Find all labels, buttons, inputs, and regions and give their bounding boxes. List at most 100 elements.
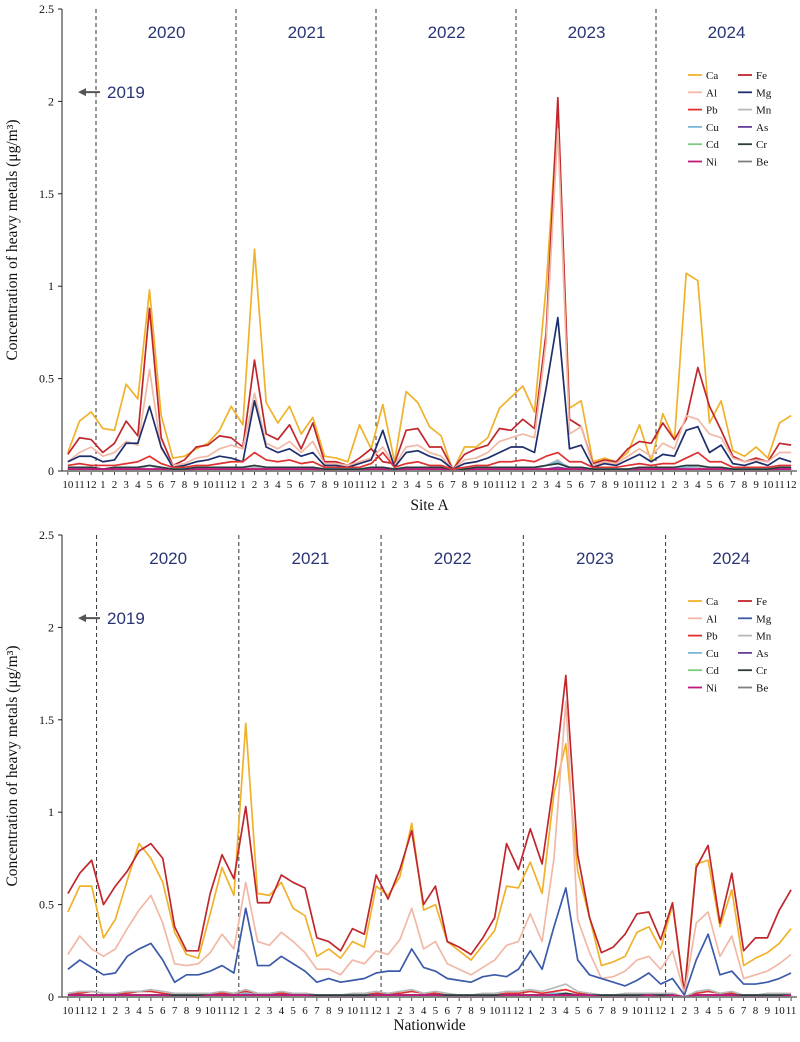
x-tick-label: 8	[742, 479, 748, 491]
x-tick-label: 4	[563, 1005, 569, 1017]
x-tick-label: 5	[717, 1005, 723, 1017]
x-tick-label: 10	[202, 479, 214, 491]
x-tick-label: 4	[415, 479, 421, 491]
legend-label-fe: Fe	[756, 70, 767, 82]
arrow-2019-head	[78, 614, 86, 623]
x-tick-label: 2	[113, 1005, 119, 1017]
x-tick-label: 6	[445, 1005, 451, 1017]
year-label: 2022	[428, 23, 466, 42]
x-tick-label: 3	[267, 1005, 273, 1017]
x-tick-label: 7	[599, 1005, 605, 1017]
y-axis-label: Concentration of heavy metals (μg/m³)	[4, 645, 21, 886]
x-tick-label: 6	[158, 479, 164, 491]
x-tick-label: 6	[718, 479, 724, 491]
x-tick-label: 9	[765, 1005, 771, 1017]
legend-label-cu: Cu	[706, 122, 719, 134]
x-tick-label: 8	[322, 479, 328, 491]
year-label: 2023	[576, 549, 614, 568]
legend-label-pb: Pb	[706, 631, 718, 643]
x-tick-label: 10	[342, 479, 354, 491]
x-tick-label: 7	[314, 1005, 320, 1017]
legend-label-cd: Cd	[706, 139, 719, 151]
year-label: 2023	[568, 23, 606, 42]
x-tick-label: 10	[482, 479, 494, 491]
y-tick-label: 2	[48, 620, 54, 634]
x-tick-label: 7	[450, 479, 456, 491]
x-tick-label: 10	[762, 479, 774, 491]
x-tick-label: 12	[646, 479, 657, 491]
x-tick-label: 10	[489, 1005, 501, 1017]
x-tick-label: 4	[135, 479, 141, 491]
x-tick-label: 8	[326, 1005, 332, 1017]
x-tick-label: 7	[172, 1005, 178, 1017]
x-tick-label: 10	[622, 479, 634, 491]
legend-label-cd: Cd	[706, 665, 719, 677]
x-tick-label: 1	[243, 1005, 249, 1017]
x-tick-label: 11	[774, 479, 785, 491]
x-tick-label: 12	[513, 1005, 524, 1017]
legend-label-ca: Ca	[706, 596, 718, 608]
x-tick-label: 3	[693, 1005, 699, 1017]
x-tick-label: 2	[255, 1005, 261, 1017]
y-tick-label: 0.5	[39, 898, 54, 912]
x-tick-label: 10	[62, 1005, 74, 1017]
x-tick-label: 12	[366, 479, 377, 491]
x-tick-label: 4	[136, 1005, 142, 1017]
legend-label-as: As	[756, 648, 768, 660]
series-line-cr	[67, 462, 792, 472]
legend-label-mg: Mg	[756, 613, 772, 625]
legend-label-mg: Mg	[756, 87, 772, 99]
legend-label-mn: Mn	[756, 631, 772, 643]
x-axis-label: Site A	[410, 497, 449, 514]
x-tick-label: 9	[613, 479, 619, 491]
x-tick-label: 9	[480, 1005, 486, 1017]
x-tick-label: 2	[532, 479, 538, 491]
x-tick-label: 10	[205, 1005, 217, 1017]
x-tick-label: 4	[555, 479, 561, 491]
legend-label-mn: Mn	[756, 105, 772, 117]
x-tick-label: 11	[359, 1005, 370, 1017]
x-tick-label: 1	[380, 479, 386, 491]
x-tick-label: 8	[184, 1005, 190, 1017]
x-tick-label: 11	[74, 1005, 85, 1017]
chart-panel-1: 00.511.522.510 11 12 1 2 3 4 5 6 7 8 9 10 11 12 1 2 3 4 5 6 7…	[4, 2, 797, 514]
y-axis-label: Concentration of heavy metals (μg/m³)	[4, 119, 21, 360]
year-label: 2022	[434, 549, 472, 568]
x-tick-label: 10	[631, 1005, 643, 1017]
x-tick-label: 9	[473, 479, 479, 491]
x-tick-label: 5	[707, 479, 713, 491]
x-tick-label: 1	[385, 1005, 391, 1017]
x-tick-label: 7	[730, 479, 736, 491]
x-tick-label: 5	[575, 1005, 581, 1017]
series-line-al	[67, 700, 792, 995]
x-tick-label: 4	[275, 479, 281, 491]
legend-label-as: As	[756, 122, 768, 134]
y-tick-label: 2.5	[39, 2, 54, 16]
x-tick-label: 3	[123, 479, 129, 491]
x-tick-label: 1	[100, 479, 106, 491]
y-tick-label: 1	[48, 279, 54, 293]
x-tick-label: 8	[182, 479, 188, 491]
legend-label-be: Be	[756, 683, 768, 695]
x-tick-label: 9	[193, 479, 199, 491]
x-tick-label: 6	[302, 1005, 308, 1017]
x-tick-label: 4	[279, 1005, 285, 1017]
x-tick-label: 1	[520, 479, 526, 491]
x-tick-label: 3	[124, 1005, 130, 1017]
year-label: 2021	[288, 23, 326, 42]
x-tick-label: 11	[501, 1005, 512, 1017]
legend-label-cu: Cu	[706, 648, 719, 660]
series-line-pb	[67, 451, 792, 470]
x-tick-label: 2	[392, 479, 398, 491]
y-tick-label: 0	[48, 464, 54, 478]
x-tick-label: 6	[160, 1005, 166, 1017]
x-tick-label: 3	[543, 479, 549, 491]
x-tick-label: 6	[587, 1005, 593, 1017]
x-tick-label: 5	[147, 479, 153, 491]
x-tick-label: 12	[371, 1005, 382, 1017]
legend-label-ni: Ni	[706, 683, 717, 695]
x-tick-label: 9	[622, 1005, 628, 1017]
x-tick-label: 8	[753, 1005, 759, 1017]
x-tick-label: 11	[786, 1005, 797, 1017]
